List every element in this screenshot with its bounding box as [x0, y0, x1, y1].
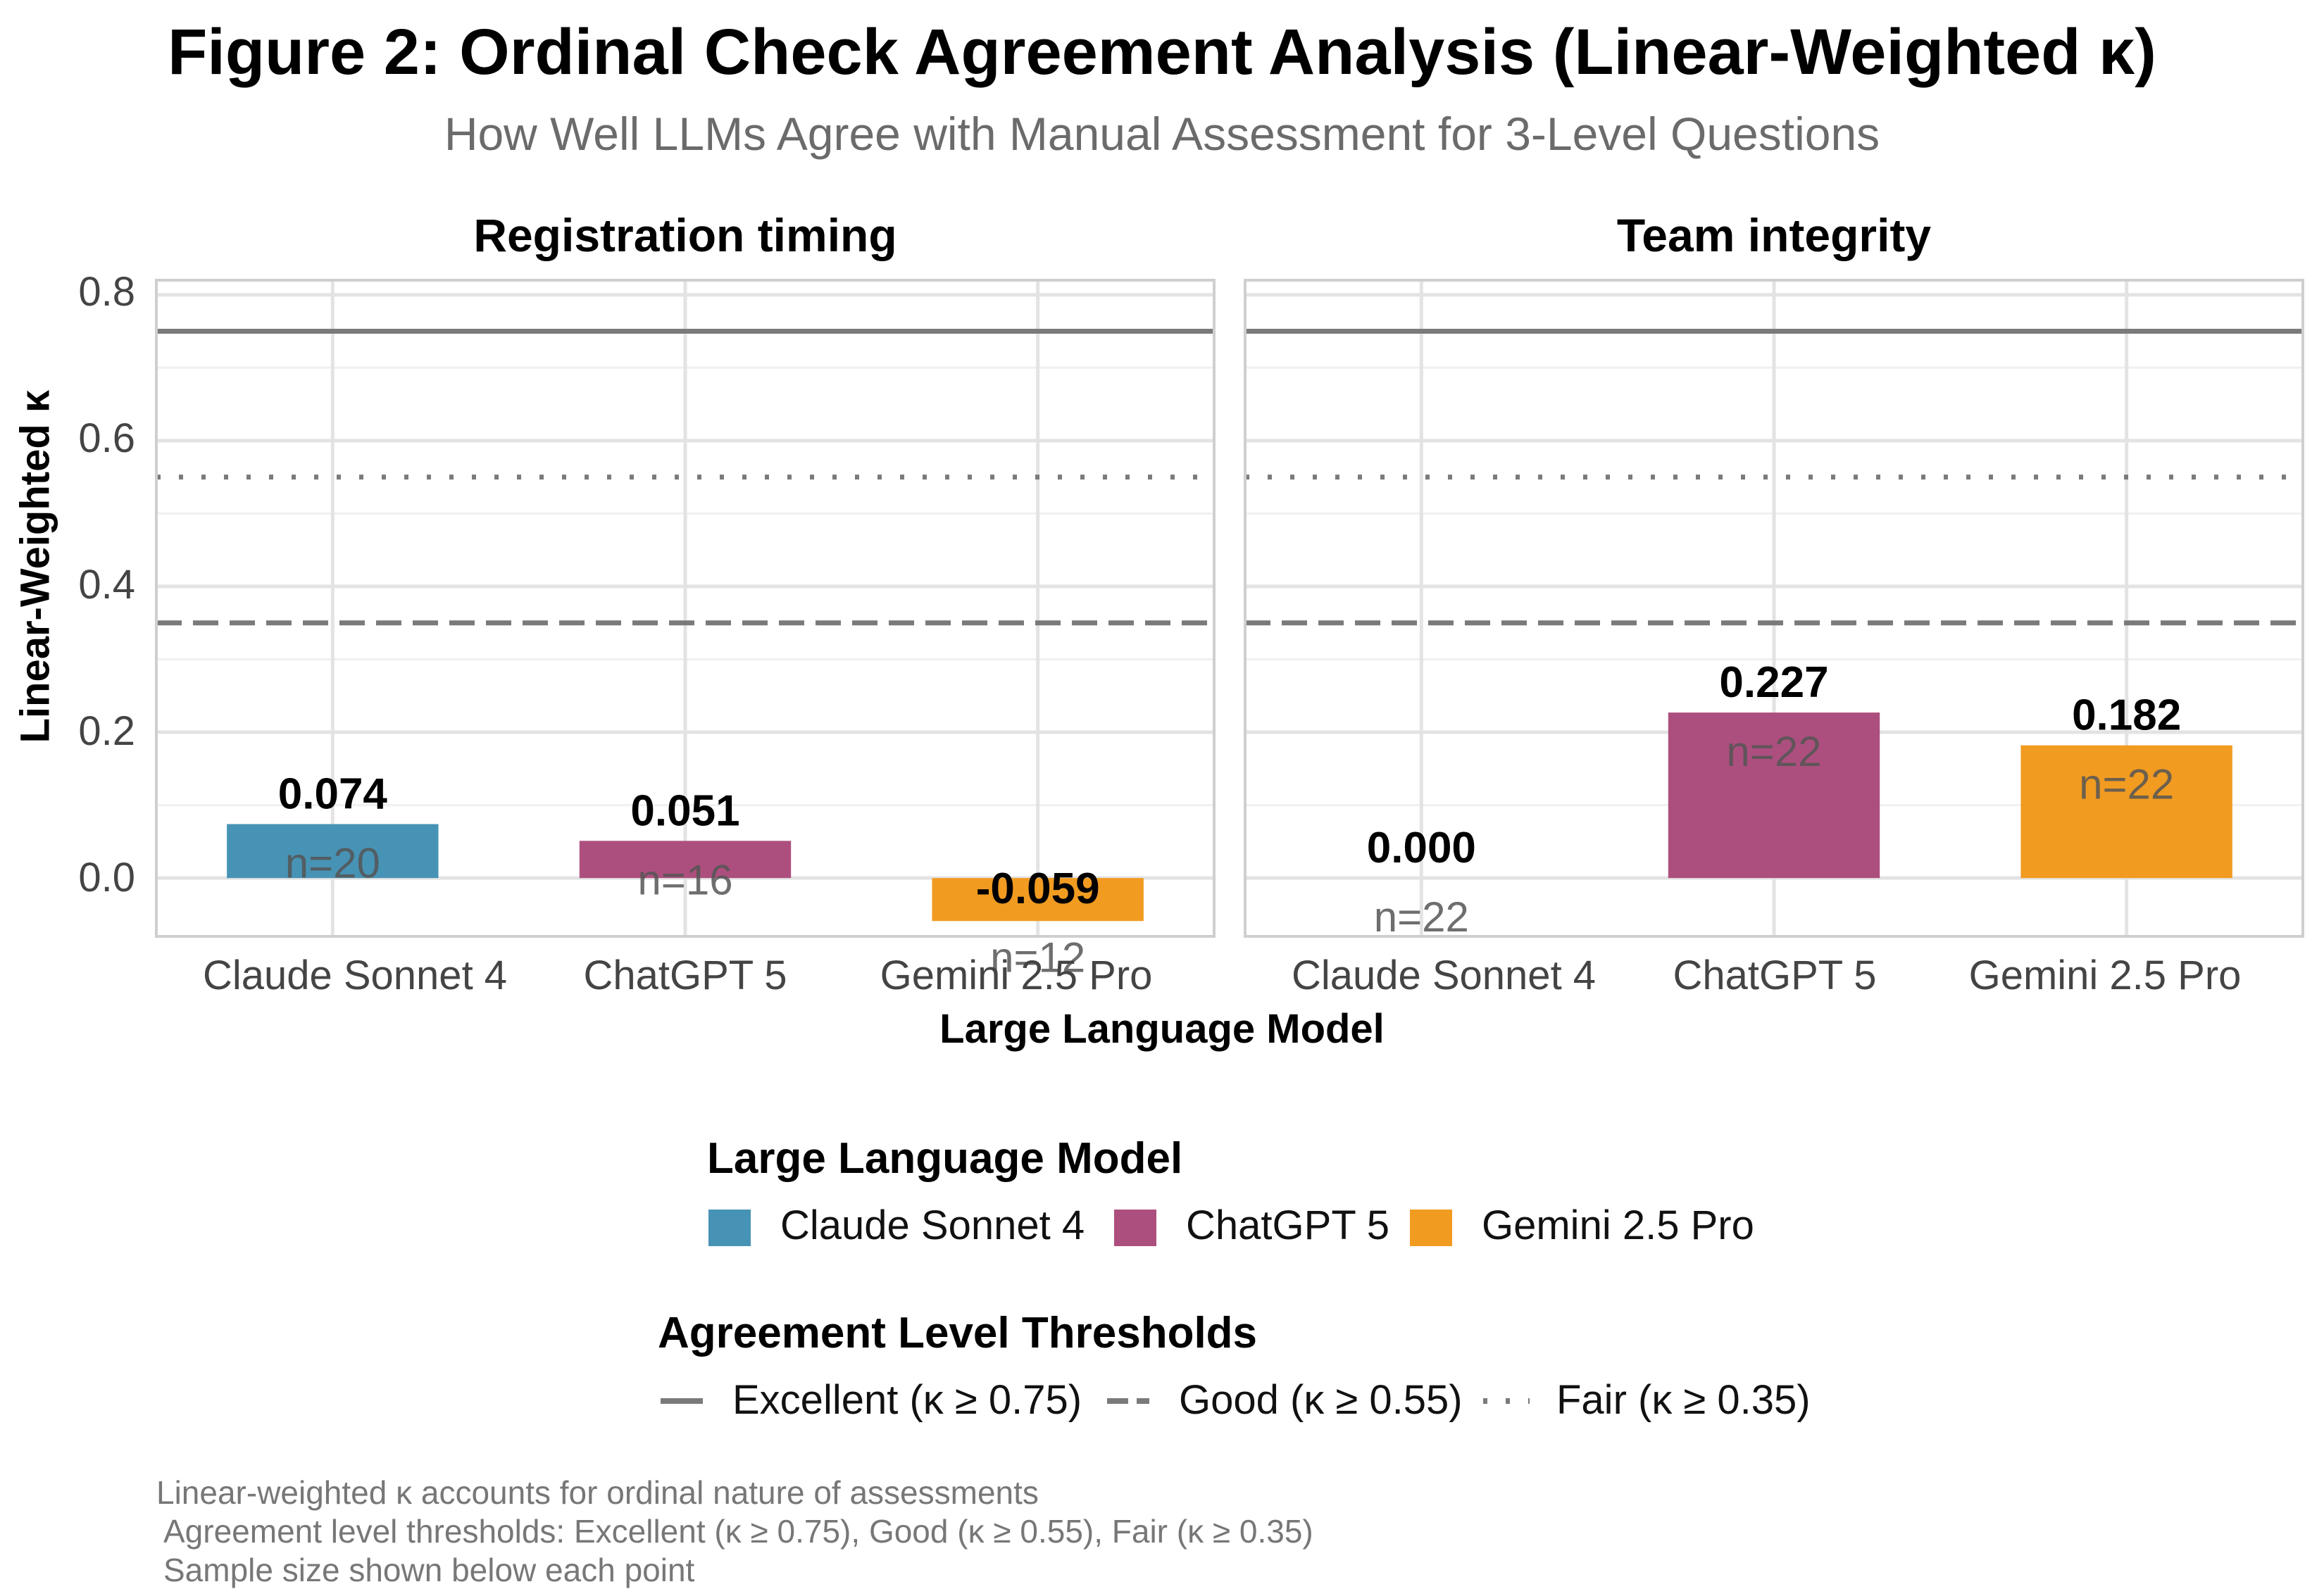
x-tick-label: ChatGPT 5 [1673, 953, 1877, 998]
panel-title-team-integrity: Team integrity [1616, 209, 1932, 261]
legend-key-claude [708, 1210, 751, 1246]
legend-threshold-keys [661, 1398, 1149, 1404]
sample-size-label: n=12 [990, 934, 1085, 981]
x-tick-label: ChatGPT 5 [583, 953, 787, 998]
legend-key-dotted-line [1483, 1398, 1530, 1404]
bar [227, 824, 439, 879]
bar [579, 841, 792, 879]
bar [2020, 745, 2232, 879]
legend-title-thresholds: Agreement Level Thresholds [658, 1309, 1258, 1357]
bar [932, 878, 1144, 922]
x-tick-label: Claude Sonnet 4 [1291, 953, 1597, 998]
figure-title: Figure 2: Ordinal Check Agreement Analys… [168, 16, 2156, 88]
value-label: 0.051 [630, 786, 739, 835]
y-tick-label: 0.4 [78, 562, 135, 608]
value-label: 0.227 [1719, 658, 1828, 707]
chart-plot-area: 0.074 n=20 0.051 n=16 -0.059 n=12 0.000 n=22 0.2… [155, 279, 2304, 981]
panel-title-registration-timing: Registration timing [473, 209, 897, 261]
legend-label-excellent: Excellent (κ ≥ 0.75) [732, 1377, 1082, 1423]
legend-key-gemini [1410, 1210, 1452, 1246]
sample-size-label: n=20 [285, 840, 380, 887]
panel-border [1244, 279, 2304, 938]
x-tick-label: Gemini 2.5 Pro [1968, 953, 2242, 998]
legend-label-chatgpt: ChatGPT 5 [1186, 1202, 1390, 1248]
caption-line-2: Agreement level thresholds: Excellent (κ… [163, 1513, 1313, 1550]
legend-label-claude: Claude Sonnet 4 [780, 1202, 1085, 1248]
value-label: 0.000 [1367, 824, 1476, 872]
x-tick-label: Gemini 2.5 Pro [880, 953, 1153, 998]
bar [1668, 712, 1880, 879]
value-label: 0.074 [278, 770, 388, 819]
legend-title-models: Large Language Model [707, 1134, 1183, 1183]
sample-size-label: n=22 [2079, 761, 2174, 808]
sample-size-label: n=16 [637, 856, 732, 903]
y-tick-label: 0.0 [78, 855, 135, 900]
sample-size-label: n=22 [1726, 728, 1821, 775]
legend-label-good: Good (κ ≥ 0.55) [1179, 1377, 1463, 1423]
y-tick-label: 0.6 [78, 415, 135, 461]
value-label: -0.059 [976, 865, 1100, 913]
sample-size-label: n=22 [1374, 893, 1469, 941]
legend-key-chatgpt [1114, 1210, 1156, 1246]
value-label: 0.182 [2072, 691, 2181, 740]
y-tick-label: 0.8 [78, 269, 135, 315]
figure-subtitle: How Well LLMs Agree with Manual Assessme… [444, 108, 1880, 160]
x-tick-label: Claude Sonnet 4 [202, 953, 508, 998]
legend-label-gemini: Gemini 2.5 Pro [1482, 1202, 1754, 1248]
y-tick-label: 0.2 [78, 708, 135, 754]
legend-label-fair: Fair (κ ≥ 0.35) [1556, 1377, 1811, 1423]
panel-border [155, 279, 1216, 938]
x-axis-title: Large Language Model [939, 1006, 1385, 1052]
caption-line-1: Linear-weighted κ accounts for ordinal n… [156, 1474, 1039, 1511]
caption-line-3: Sample size shown below each point [163, 1552, 695, 1588]
